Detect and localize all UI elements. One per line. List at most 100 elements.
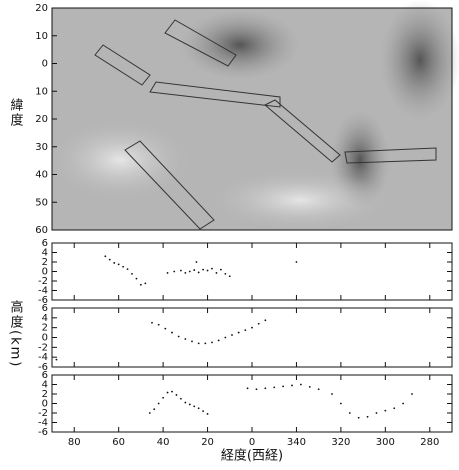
data-point — [318, 388, 320, 390]
y-tick-label: 50 — [35, 197, 48, 208]
data-point — [184, 272, 186, 274]
data-point — [247, 387, 249, 389]
data-point — [171, 332, 173, 334]
data-point — [411, 393, 413, 395]
data-point — [193, 269, 195, 271]
data-point — [136, 278, 138, 280]
data-point — [256, 388, 258, 390]
data-point — [184, 402, 186, 404]
data-point — [167, 272, 169, 274]
figure: 緯度 高度(km) 経度(西経) 201001020304050606420-2… — [0, 0, 459, 466]
x-tick-label: 300 — [376, 437, 395, 448]
data-point — [224, 273, 226, 275]
data-point — [207, 413, 209, 415]
y-tick-label: 0 — [42, 59, 48, 70]
data-point — [171, 391, 173, 393]
data-point — [202, 269, 204, 271]
data-point — [296, 261, 298, 263]
data-point — [158, 324, 160, 326]
data-point — [189, 404, 191, 406]
data-point — [122, 266, 124, 268]
data-point — [229, 275, 231, 277]
data-point — [198, 407, 200, 409]
y-tick-label: 10 — [35, 31, 48, 42]
x-axis-title: 経度(西経) — [221, 448, 283, 464]
data-point — [180, 270, 182, 272]
data-point — [109, 259, 111, 261]
data-point — [282, 386, 284, 388]
data-point — [238, 332, 240, 334]
y-tick-label: 20 — [35, 3, 48, 14]
x-tick-label: 80 — [68, 437, 81, 448]
plot-frame — [52, 243, 452, 300]
y-tick-label: 30 — [35, 142, 48, 153]
data-point — [189, 271, 191, 273]
data-point — [376, 412, 378, 414]
data-point — [258, 323, 260, 325]
data-point — [162, 397, 164, 399]
data-point — [176, 394, 178, 396]
data-point — [402, 403, 404, 405]
plot-frame — [52, 375, 452, 432]
data-point — [367, 416, 369, 418]
data-point — [198, 272, 200, 274]
y-tick-label: 20 — [35, 114, 48, 125]
data-point — [331, 393, 333, 395]
data-point — [224, 337, 226, 339]
y-tick-label: -6 — [38, 427, 48, 438]
data-point — [393, 407, 395, 409]
y-tick-label: 40 — [35, 170, 48, 181]
data-point — [191, 341, 193, 343]
data-point — [178, 336, 180, 338]
data-point — [211, 342, 213, 344]
x-tick-label: 40 — [157, 437, 170, 448]
data-point — [164, 328, 166, 330]
x-tick-label: 340 — [287, 437, 306, 448]
data-point — [140, 284, 142, 286]
data-point — [151, 322, 153, 324]
data-point — [118, 263, 120, 265]
x-tick-label: 0 — [249, 437, 255, 448]
data-point — [131, 273, 133, 275]
data-point — [113, 262, 115, 264]
data-point — [144, 282, 146, 284]
data-point — [153, 408, 155, 410]
data-point — [202, 410, 204, 412]
y-axis-title: 緯度 — [8, 98, 24, 128]
data-point — [56, 359, 58, 361]
data-point — [264, 387, 266, 389]
data-point — [300, 384, 302, 386]
data-point — [127, 268, 129, 270]
data-point — [173, 271, 175, 273]
data-point — [184, 338, 186, 340]
data-point — [220, 269, 222, 271]
data-point — [204, 343, 206, 345]
data-point — [196, 261, 198, 263]
data-point — [216, 272, 218, 274]
data-point — [193, 405, 195, 407]
data-point — [384, 410, 386, 412]
data-point — [273, 386, 275, 388]
data-point — [244, 329, 246, 331]
data-point — [158, 403, 160, 405]
y-tick-label: 60 — [35, 225, 48, 236]
data-point — [149, 412, 151, 414]
x-tick-label: 20 — [201, 437, 214, 448]
data-point — [309, 386, 311, 388]
data-point — [231, 334, 233, 336]
data-point — [104, 255, 106, 257]
data-point — [211, 268, 213, 270]
data-point — [251, 327, 253, 329]
map-image — [50, 0, 459, 230]
plot-frame — [52, 308, 452, 367]
data-point — [340, 403, 342, 405]
y-axis-title: 高度(km) — [8, 299, 24, 368]
data-point — [207, 270, 209, 272]
data-point — [218, 340, 220, 342]
data-point — [291, 385, 293, 387]
x-tick-label: 320 — [331, 437, 350, 448]
data-point — [167, 392, 169, 394]
data-point — [264, 319, 266, 321]
x-tick-label: 280 — [420, 437, 439, 448]
data-point — [198, 343, 200, 345]
